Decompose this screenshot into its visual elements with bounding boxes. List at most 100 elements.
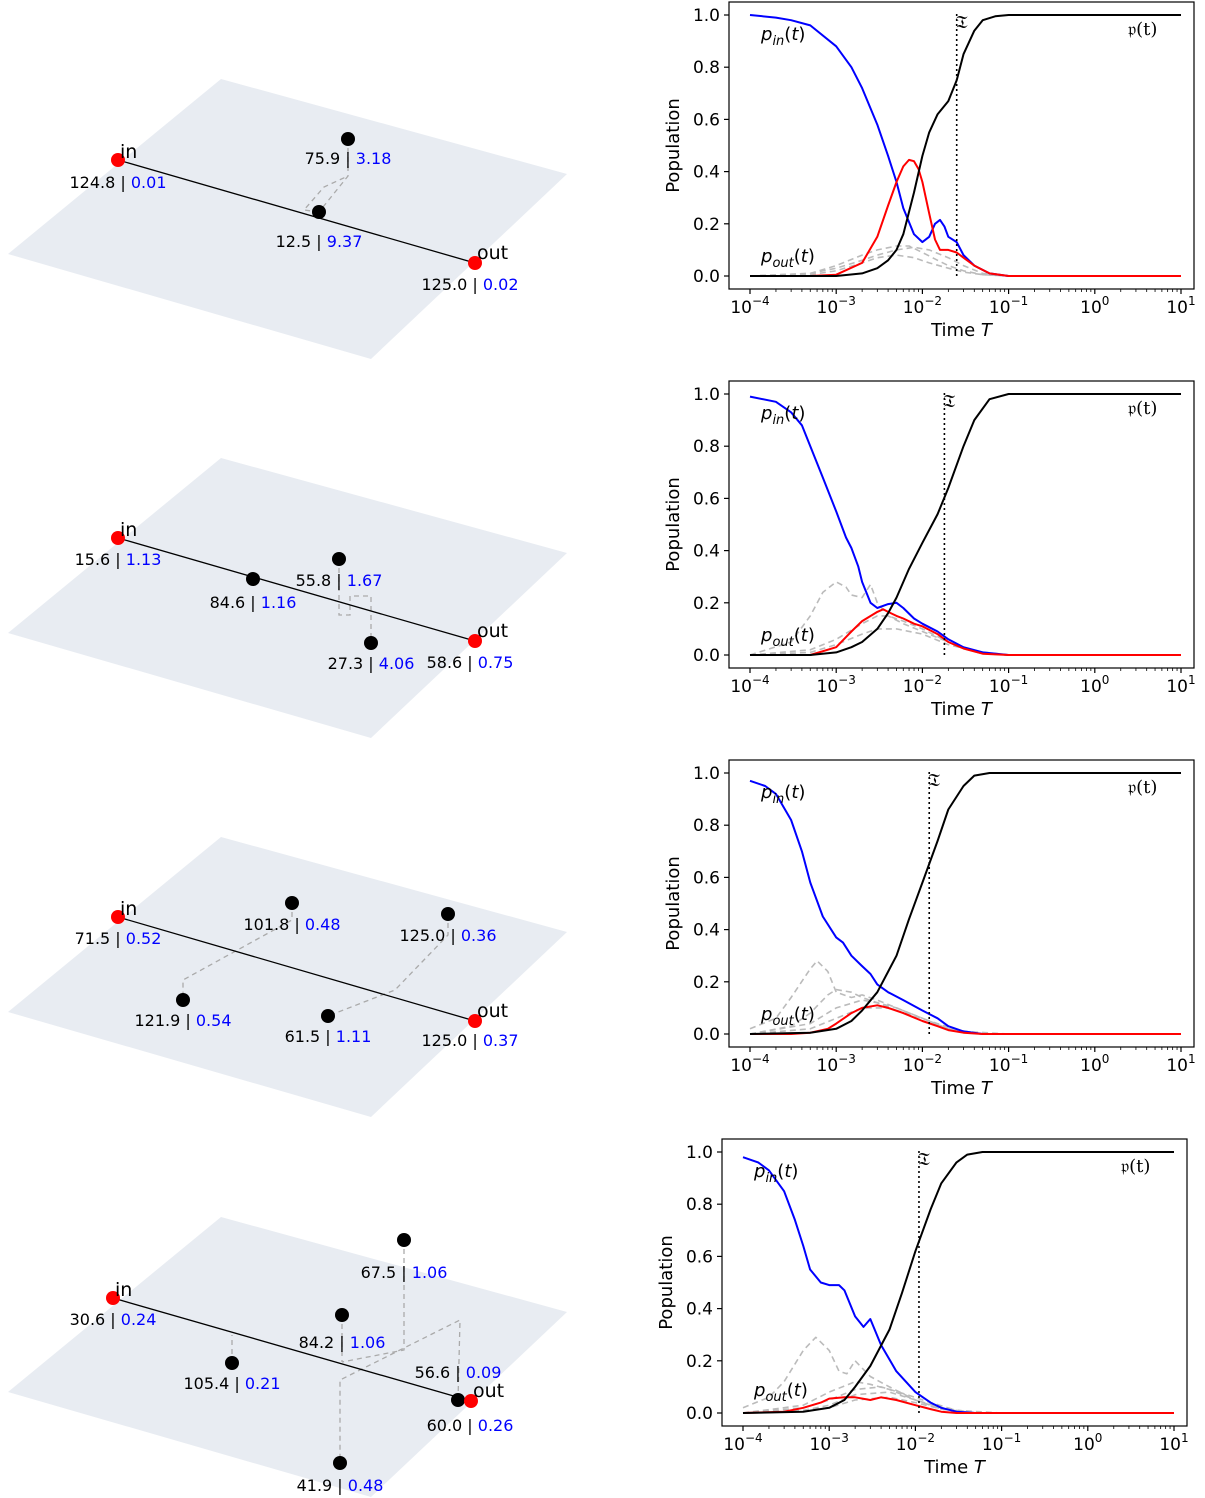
node-value-b: 1.11 [336, 1027, 372, 1046]
p-out-label: pout(t) [760, 1004, 815, 1029]
node-value-b: 4.06 [379, 654, 415, 673]
y-tick-label: 0.0 [686, 1404, 713, 1424]
node-value-label: 71.5 | 0.52 [75, 929, 162, 948]
p-out-label-sub: out [772, 635, 794, 650]
x-tick-exp: −1 [1011, 673, 1029, 687]
x-tick-label: 101 [1166, 1052, 1195, 1076]
y-axis-label: Population [663, 856, 684, 951]
node-value-b: 1.67 [347, 571, 383, 590]
node-node-marker [397, 1233, 411, 1247]
node-out-label: out [473, 1380, 504, 1402]
node-value-label: 41.9 | 0.48 [297, 1476, 384, 1495]
node-value-a: 75.9 | [305, 149, 356, 168]
x-tick-base: 10 [896, 1435, 918, 1455]
p-out-label-main: p [760, 1004, 772, 1025]
x-tick-exp: −2 [924, 673, 942, 687]
x-tick-base: 10 [1080, 677, 1102, 697]
threshold-label: 𝔗 [943, 391, 955, 412]
chart-panel-1: 𝔗0.00.20.40.60.81.010−4 10−3 10−2 10−1 100 10… [663, 1, 1196, 341]
x-tick-label: 10−2 [903, 294, 942, 318]
y-tick-label: 0.8 [693, 816, 720, 836]
chart-panel-2: 𝔗0.00.20.40.60.81.010−4 10−3 10−2 10−1 100 10… [663, 380, 1196, 720]
x-axis-label: Time T [930, 320, 994, 341]
x-tick-base: 10 [723, 1435, 745, 1455]
x-tick-exp: −2 [924, 294, 942, 308]
node-out-marker [464, 1394, 478, 1408]
node-value-b: 3.18 [356, 149, 392, 168]
x-tick-label: 10−4 [723, 1431, 762, 1455]
p-in-label-arg: ( [784, 24, 791, 45]
p-out-label-argclose: ) [801, 1380, 808, 1401]
node-value-a: 61.5 | [285, 1027, 336, 1046]
p-out-label-argclose: ) [808, 625, 815, 646]
x-tick-label: 10−4 [730, 673, 769, 697]
x-tick-exp: 0 [1095, 1431, 1103, 1445]
x-tick-label: 10−3 [817, 1052, 856, 1076]
p-in-label-argvar: t [791, 403, 799, 424]
node-value-b: 0.09 [466, 1363, 502, 1382]
series-intermediate-1 [749, 246, 1181, 277]
node-node-marker [332, 552, 346, 566]
node-value-a: 101.8 | [244, 915, 305, 934]
node-value-label: 124.8 | 0.01 [70, 173, 167, 192]
x-axis-label: Time T [930, 699, 994, 720]
node-value-label: 56.6 | 0.09 [415, 1363, 502, 1382]
x-axis-label-prefix: Time [930, 1078, 981, 1099]
x-tick-exp: −1 [1004, 1431, 1022, 1445]
x-tick-base: 10 [982, 1435, 1004, 1455]
node-out-marker [468, 634, 482, 648]
node-value-b: 0.54 [196, 1011, 232, 1030]
network-diagram-3: in 71.5 | 0.52 101.8 | 0.48 125.0 | 0.36 121… [8, 837, 567, 1117]
p-out-label-argvar: t [794, 1380, 802, 1401]
node-value-label: 105.4 | 0.21 [184, 1374, 281, 1393]
p-out-label-arg: ( [787, 1380, 794, 1401]
p-out-label-argclose: ) [808, 246, 815, 267]
p-out-label-main: p [760, 246, 772, 267]
series-p-out-line [742, 1396, 1174, 1414]
node-value-a: 67.5 | [361, 1263, 412, 1282]
node-value-a: 105.4 | [184, 1374, 245, 1393]
x-axis-label: Time T [930, 1078, 994, 1099]
diagram-plane [8, 1217, 567, 1497]
p-out-label-sub: out [772, 256, 794, 271]
x-tick-exp: −3 [838, 673, 856, 687]
y-tick-label: 1.0 [693, 385, 720, 405]
p-out-label: pout(t) [760, 625, 815, 650]
chart-panel-3: 𝔗0.00.20.40.60.81.010−4 10−3 10−2 10−1 100 10… [663, 759, 1196, 1099]
p-out-label: pout(t) [760, 246, 815, 271]
node-in-label: in [120, 898, 137, 920]
node-value-a: 125.0 | [422, 275, 483, 294]
y-tick-label: 0.4 [686, 1300, 713, 1320]
threshold-label: 𝔗 [918, 1149, 930, 1170]
p-out-label-arg: ( [794, 625, 801, 646]
node-value-label: 55.8 | 1.67 [296, 571, 383, 590]
y-tick-label: 0.0 [693, 646, 720, 666]
node-out-marker [468, 256, 482, 270]
x-tick-exp: 0 [1102, 294, 1110, 308]
x-tick-exp: −3 [831, 1431, 849, 1445]
node-value-label: 67.5 | 1.06 [361, 1263, 448, 1282]
y-tick-label: 0.6 [686, 1247, 713, 1267]
x-tick-label: 10−2 [903, 673, 942, 697]
node-value-label: 125.0 | 0.37 [422, 1031, 519, 1050]
x-tick-base: 10 [903, 1056, 925, 1076]
p-in-label-argvar: t [791, 24, 799, 45]
node-node-marker [312, 205, 326, 219]
y-tick-label: 0.2 [686, 1352, 713, 1372]
x-tick-label: 100 [1080, 1052, 1109, 1076]
p-total-label: 𝔭(t) [1128, 398, 1157, 419]
p-in-label: pin(t) [760, 24, 805, 49]
p-out-label-argvar: t [801, 625, 809, 646]
node-value-a: 125.0 | [422, 1031, 483, 1050]
x-tick-exp: −4 [745, 1431, 763, 1445]
threshold-label: 𝔗 [956, 12, 968, 33]
x-tick-base: 10 [989, 1056, 1011, 1076]
node-node-marker [176, 993, 190, 1007]
node-value-label: 15.6 | 1.13 [75, 550, 162, 569]
node-value-b: 0.75 [478, 653, 514, 672]
y-tick-label: 0.4 [693, 542, 720, 562]
p-in-label-main: p [760, 24, 772, 45]
node-in-marker [111, 153, 125, 167]
x-tick-base: 10 [1166, 298, 1188, 318]
